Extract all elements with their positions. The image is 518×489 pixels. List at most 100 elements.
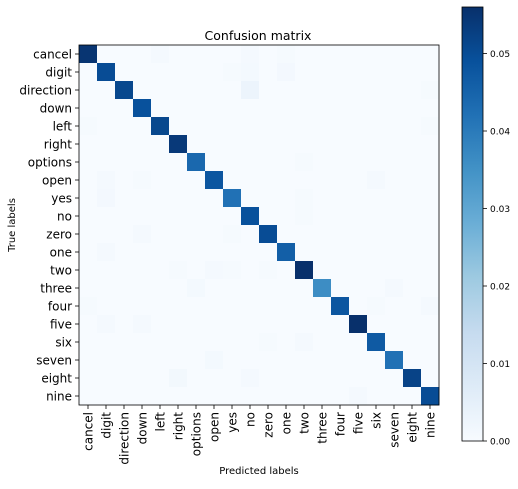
heatmap-cell-cancel-five [349, 45, 368, 64]
heatmap-cell-three-six [367, 279, 386, 298]
heatmap-cell-left-yes [223, 117, 242, 136]
heatmap-cell-zero-direction [115, 225, 134, 244]
heatmap-cell-nine-open [205, 387, 224, 406]
heatmap-cell-nine-zero [259, 387, 278, 406]
heatmap-cell-cancel-seven [385, 45, 404, 64]
heatmap-cell-nine-direction [115, 387, 134, 406]
heatmap-cell-one-digit [97, 243, 116, 262]
heatmap-cell-four-eight [403, 297, 422, 316]
heatmap-cell-digit-two [295, 63, 314, 82]
heatmap-cell-one-open [205, 243, 224, 262]
heatmap-cell-two-no [241, 261, 260, 280]
heatmap-cell-open-down [133, 171, 152, 190]
heatmap-cell-yes-two [295, 189, 314, 208]
heatmap-cell-five-five [349, 315, 368, 334]
y-tick-label: four [48, 300, 72, 314]
colorbar-ticks: 0.00 0.01 0.02 0.03 0.04 0.05 [483, 50, 510, 448]
y-tick-label: three [40, 282, 72, 296]
heatmap-cell-five-two [295, 315, 314, 334]
heatmap-cell-four-nine [421, 297, 440, 316]
heatmap-cell-open-six [367, 171, 386, 190]
heatmap-cell-zero-three [313, 225, 332, 244]
heatmap-cell-eight-left [151, 369, 170, 388]
heatmap-cell-direction-cancel [79, 81, 98, 100]
heatmap-cell-eight-open [205, 369, 224, 388]
heatmap-cell-five-open [205, 315, 224, 334]
heatmap-cell-three-four [331, 279, 350, 298]
heatmap-cell-six-nine [421, 333, 440, 352]
heatmap-cell-direction-left [151, 81, 170, 100]
heatmap-cell-right-open [205, 135, 224, 154]
x-tick-label: yes [226, 412, 240, 433]
heatmap-cell-zero-zero [259, 225, 278, 244]
heatmap-cell-two-five [349, 261, 368, 280]
x-tick-label: zero [262, 412, 276, 438]
heatmap-cell-seven-seven [385, 351, 404, 370]
heatmap-cell-cancel-one [277, 45, 296, 64]
heatmap-cell-down-five [349, 99, 368, 118]
heatmap-cell-seven-open [205, 351, 224, 370]
y-axis: cancel digit direction down left right options… [19, 48, 79, 404]
heatmap-cell-no-right [169, 207, 188, 226]
heatmap-cell-digit-zero [259, 63, 278, 82]
heatmap-cell-options-right [169, 153, 188, 172]
heatmap-cell-cancel-digit [97, 45, 116, 64]
heatmap-cell-five-four [331, 315, 350, 334]
heatmap-cell-no-no [241, 207, 260, 226]
heatmap-cell-left-no [241, 117, 260, 136]
heatmap-cell-nine-five [349, 387, 368, 406]
heatmap-cell-five-down [133, 315, 152, 334]
heatmap-cell-five-left [151, 315, 170, 334]
heatmap-cell-open-digit [97, 171, 116, 190]
heatmap-cell-right-direction [115, 135, 134, 154]
heatmap-cell-two-two [295, 261, 314, 280]
heatmap-cell-two-nine [421, 261, 440, 280]
heatmap-cell-four-three [313, 297, 332, 316]
heatmap-cell-no-four [331, 207, 350, 226]
chart-title: Confusion matrix [205, 28, 312, 43]
y-tick-label: five [50, 318, 72, 332]
heatmap-cell-options-six [367, 153, 386, 172]
heatmap-cell-three-two [295, 279, 314, 298]
heatmap-cell-seven-zero [259, 351, 278, 370]
heatmap-cell-six-open [205, 333, 224, 352]
y-tick-label: direction [19, 84, 72, 98]
colorbar [461, 6, 484, 442]
heatmap-cell-six-down [133, 333, 152, 352]
heatmap-cell-digit-open [205, 63, 224, 82]
heatmap-cell-six-digit [97, 333, 116, 352]
heatmap-cell-three-eight [403, 279, 422, 298]
heatmap-cell-one-nine [421, 243, 440, 262]
colorbar-tick-label: 0.01 [490, 360, 510, 370]
heatmap-cell-down-two [295, 99, 314, 118]
heatmap-cell-down-options [187, 99, 206, 118]
heatmap-cell-yes-open [205, 189, 224, 208]
heatmap-cell-down-right [169, 99, 188, 118]
y-tick-label: right [44, 138, 72, 152]
heatmap-cell-left-zero [259, 117, 278, 136]
heatmap-cell-open-four [331, 171, 350, 190]
heatmap-cell-right-five [349, 135, 368, 154]
heatmap-cell-one-one [277, 243, 296, 262]
heatmap-cell-left-right [169, 117, 188, 136]
heatmap-cell-four-two [295, 297, 314, 316]
heatmap-cell-three-right [169, 279, 188, 298]
heatmap-cell-direction-zero [259, 81, 278, 100]
heatmap-cell-down-left [151, 99, 170, 118]
heatmap-cell-options-open [205, 153, 224, 172]
heatmap-cell-left-options [187, 117, 206, 136]
heatmap-cell-cancel-right [169, 45, 188, 64]
heatmap-cell-yes-cancel [79, 189, 98, 208]
heatmap-cell-one-seven [385, 243, 404, 262]
heatmap-cell-four-five [349, 297, 368, 316]
heatmap-cell-three-nine [421, 279, 440, 298]
heatmap-cell-left-cancel [79, 117, 98, 136]
heatmap-cell-down-yes [223, 99, 242, 118]
x-tick-label: digit [100, 412, 114, 439]
x-tick-label: open [208, 412, 222, 442]
heatmap-cell-seven-yes [223, 351, 242, 370]
heatmap-cell-zero-nine [421, 225, 440, 244]
heatmap-cell-six-eight [403, 333, 422, 352]
x-tick-label: two [298, 412, 312, 434]
y-tick-label: one [50, 246, 72, 260]
